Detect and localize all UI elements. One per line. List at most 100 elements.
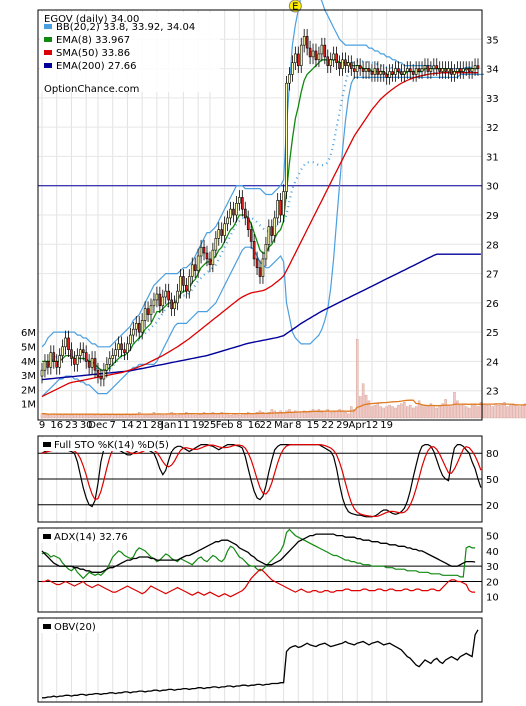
volume-bar bbox=[220, 412, 223, 419]
price-ytick-label: 27 bbox=[486, 270, 499, 281]
candle-body bbox=[120, 343, 123, 351]
candle-body bbox=[470, 68, 474, 72]
volume-bar bbox=[350, 406, 353, 419]
candle-body bbox=[358, 65, 362, 69]
volume-bar bbox=[397, 404, 400, 419]
volume-bar bbox=[137, 412, 141, 419]
candle-body bbox=[332, 53, 335, 61]
volume-bar bbox=[238, 414, 241, 419]
stoch-swatch bbox=[43, 442, 51, 447]
legend-swatch bbox=[44, 37, 52, 42]
volume-bar bbox=[279, 410, 282, 419]
adx-ytick-label: 10 bbox=[486, 593, 499, 604]
volume-bar bbox=[46, 414, 50, 419]
volume-bar bbox=[93, 414, 97, 419]
volume-bar bbox=[388, 404, 391, 419]
x-tick-label: 12 bbox=[366, 420, 379, 431]
volume-bar bbox=[423, 406, 427, 419]
volume-bar bbox=[211, 412, 215, 419]
volume-bar bbox=[161, 414, 165, 419]
candle-body bbox=[87, 361, 91, 368]
volume-bar bbox=[317, 409, 321, 419]
x-tick-label: Apr bbox=[349, 420, 367, 431]
obv-title-bg bbox=[40, 620, 100, 633]
candle-body bbox=[338, 62, 341, 69]
volume-bar bbox=[302, 410, 306, 419]
candle-body bbox=[305, 36, 309, 49]
candle-body bbox=[408, 68, 412, 72]
price-ytick-label: 26 bbox=[486, 299, 499, 310]
candle-body bbox=[70, 349, 73, 359]
candle-body bbox=[123, 349, 126, 353]
x-tick-label: 19 bbox=[380, 420, 393, 431]
candle-body bbox=[52, 352, 56, 362]
x-tick-label: 28 bbox=[151, 420, 164, 431]
volume-bar bbox=[347, 413, 350, 419]
candle-body bbox=[459, 68, 462, 72]
volume-bar bbox=[344, 412, 347, 419]
candle-body bbox=[220, 229, 224, 236]
stoch-title: Full STO %K(14) %D(5) bbox=[54, 440, 169, 451]
candle-body bbox=[403, 71, 406, 75]
price-ytick-label: 24 bbox=[486, 357, 499, 368]
candle-body bbox=[161, 296, 165, 307]
candle-body bbox=[117, 343, 120, 351]
candle-body bbox=[391, 71, 394, 75]
candle-body bbox=[464, 68, 468, 71]
x-tick-label: 16 bbox=[248, 420, 261, 431]
candle-body bbox=[276, 200, 279, 219]
obv-line bbox=[42, 629, 479, 699]
candle-body bbox=[193, 264, 197, 271]
stoch-d-line bbox=[41, 444, 482, 518]
price-ytick-label: 28 bbox=[486, 240, 499, 251]
volume-bar bbox=[185, 412, 188, 419]
candle-body bbox=[426, 65, 430, 72]
volume-bar bbox=[506, 406, 509, 419]
candle-body bbox=[196, 255, 200, 271]
volume-bar bbox=[435, 407, 438, 419]
volume-bar bbox=[391, 406, 394, 419]
volume-bar bbox=[285, 410, 288, 419]
x-tick-label: 21 bbox=[136, 420, 149, 431]
candle-body bbox=[81, 349, 85, 353]
volume-bar bbox=[311, 409, 315, 419]
price-ytick-label: 31 bbox=[486, 152, 499, 163]
candle-body bbox=[370, 71, 374, 75]
candle-body bbox=[170, 299, 173, 310]
candle-body bbox=[326, 56, 330, 66]
x-tick-label: 16 bbox=[50, 420, 63, 431]
candle-body bbox=[264, 243, 268, 260]
candle-body bbox=[320, 44, 324, 55]
candle-body bbox=[49, 352, 53, 368]
legend-label: EMA(8) 33.967 bbox=[56, 35, 130, 46]
candle-body bbox=[243, 208, 247, 219]
volume-bar bbox=[308, 410, 312, 419]
price-ytick-label: 30 bbox=[486, 182, 499, 193]
volume-bar bbox=[241, 413, 244, 419]
volume-bar bbox=[373, 404, 377, 419]
obv-title: OBV(20) bbox=[54, 622, 96, 633]
volume-bar bbox=[214, 413, 218, 419]
volume-bar bbox=[364, 394, 368, 419]
candle-body bbox=[249, 229, 253, 242]
candle-body bbox=[190, 264, 194, 277]
candle-body bbox=[414, 68, 418, 75]
adx-ytick-label: 50 bbox=[486, 532, 499, 543]
volume-bar bbox=[297, 412, 300, 419]
volume-bar bbox=[456, 400, 459, 419]
candle-body bbox=[238, 197, 241, 204]
candle-body bbox=[84, 352, 88, 362]
volume-ytick-label: 5M bbox=[21, 342, 36, 353]
candle-body bbox=[255, 258, 259, 269]
candle-body bbox=[143, 308, 147, 321]
x-tick-label: 23 bbox=[65, 420, 78, 431]
candle-body bbox=[149, 305, 153, 315]
volume-bar bbox=[217, 413, 220, 419]
candle-body bbox=[158, 293, 162, 307]
candle-body bbox=[232, 208, 235, 216]
volume-bar bbox=[70, 414, 73, 419]
volume-bar bbox=[520, 404, 524, 419]
candle-body bbox=[90, 358, 94, 368]
candle-body bbox=[450, 68, 453, 75]
